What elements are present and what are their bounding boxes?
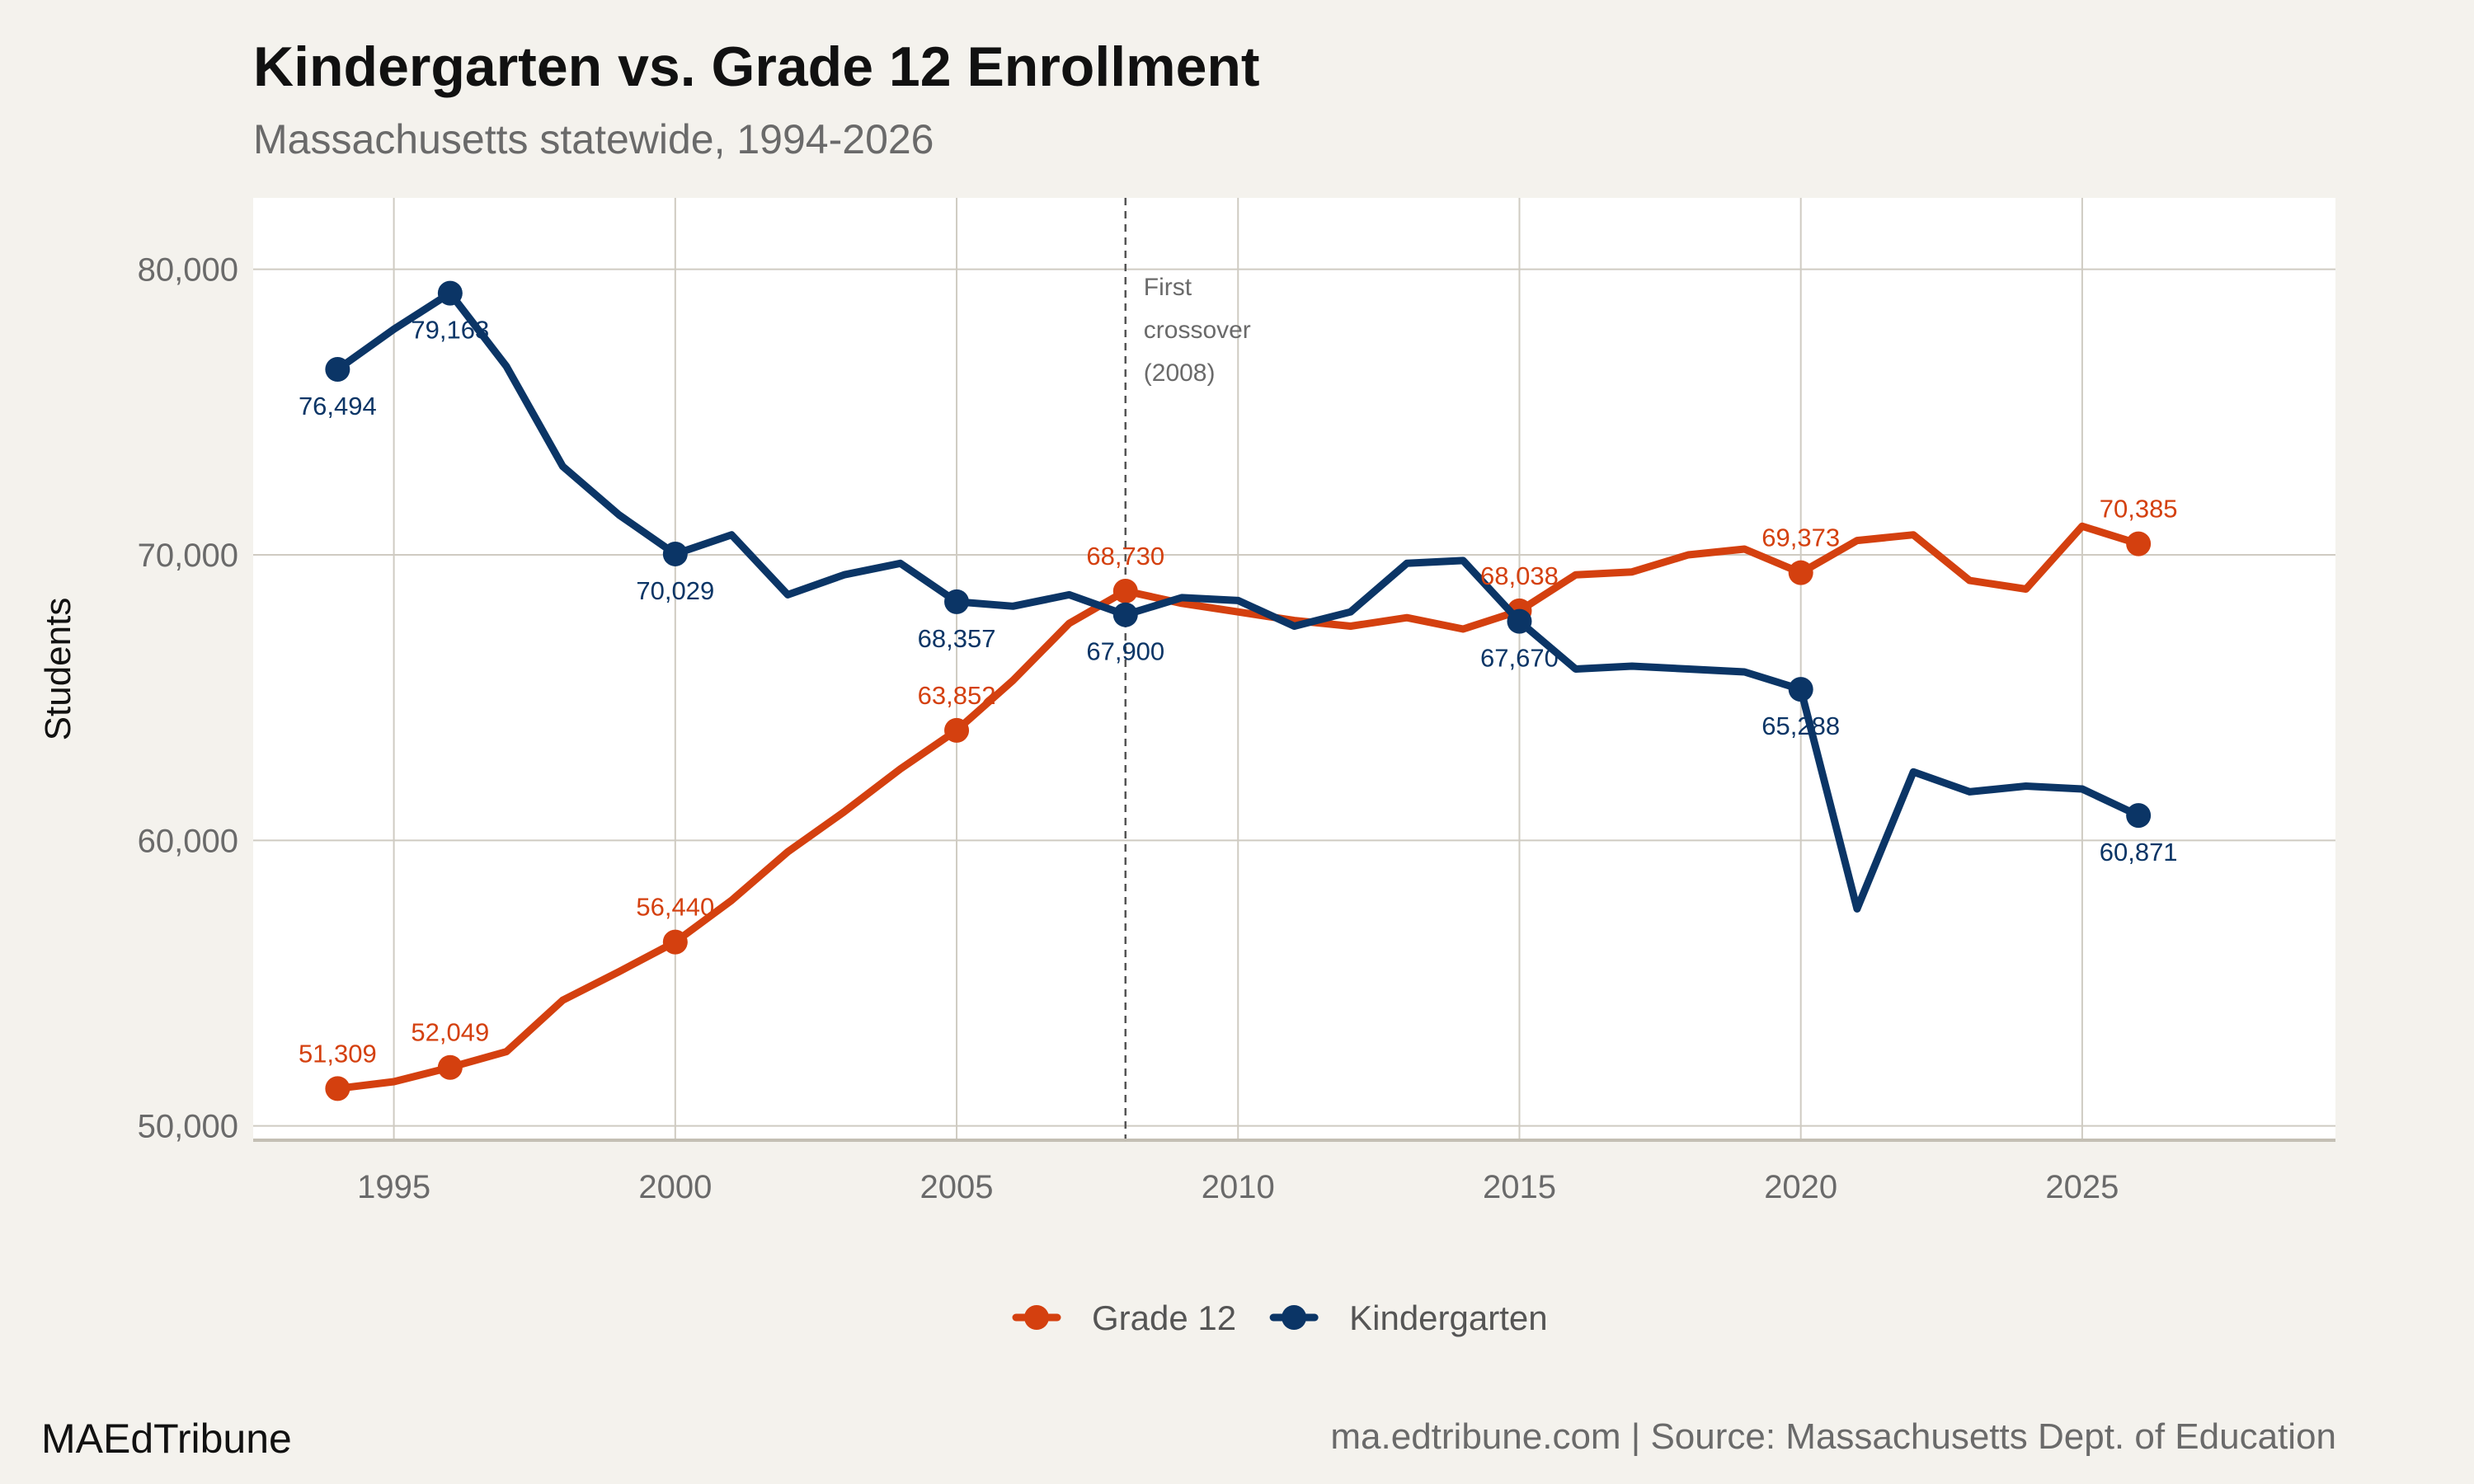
grade-12-data-label: 52,049 bbox=[411, 1018, 489, 1047]
kindergarten-point bbox=[1112, 602, 1138, 627]
chart-title: Kindergarten vs. Grade 12 Enrollment bbox=[253, 35, 1260, 98]
axes: 1995 2000 2005 2010 2015 2020 2025 50,000 60,000… bbox=[38, 252, 2335, 1205]
kindergarten-line bbox=[333, 289, 2142, 913]
grade-12-point bbox=[2126, 531, 2152, 556]
y-tick-label: 60,000 bbox=[138, 823, 238, 859]
grade-12-point bbox=[437, 1054, 463, 1080]
x-tick-label: 2005 bbox=[920, 1169, 994, 1205]
kindergarten-data-label: 65,288 bbox=[1761, 711, 1840, 740]
y-axis-title: Students bbox=[38, 598, 78, 741]
chart-subtitle: Massachusetts statewide, 1994-2026 bbox=[253, 116, 934, 162]
data-labels: 51,309 52,049 56,440 63,852 68,730 68,038 69,3… bbox=[299, 316, 2178, 1068]
grade-12-data-label: 63,852 bbox=[918, 681, 996, 710]
series-lines bbox=[325, 280, 2152, 1101]
x-tick-label: 2025 bbox=[2045, 1169, 2119, 1205]
grade-12-point bbox=[1788, 560, 1813, 585]
grade-12-data-label: 68,730 bbox=[1086, 542, 1164, 571]
kindergarten-data-label: 67,900 bbox=[1086, 637, 1164, 666]
kindergarten-point bbox=[1788, 677, 1813, 702]
x-tick-label: 2000 bbox=[638, 1169, 712, 1205]
x-tick-label: 2020 bbox=[1764, 1169, 1837, 1205]
kindergarten-data-label: 68,357 bbox=[918, 624, 996, 653]
grade-12-legend-label: Grade 12 bbox=[1092, 1298, 1236, 1337]
legend: Grade 12 Kindergarten bbox=[1012, 1298, 1548, 1337]
crossover-note: First bbox=[1144, 274, 1192, 301]
kindergarten-data-label: 79,163 bbox=[411, 316, 489, 345]
kindergarten-point bbox=[325, 357, 350, 383]
source-caption: ma.edtribune.com | Source: Massachusetts… bbox=[1330, 1416, 2336, 1457]
brand-logo-text: MAEdTribune bbox=[41, 1416, 292, 1462]
kindergarten-point bbox=[2126, 803, 2152, 829]
x-tick-label: 2015 bbox=[1483, 1169, 1556, 1205]
x-tick-label: 1995 bbox=[357, 1169, 430, 1205]
grade-12-legend-marker bbox=[1024, 1305, 1049, 1330]
kindergarten-data-label: 60,871 bbox=[2100, 838, 2178, 866]
crossover-annotation: First crossover (2008) bbox=[1124, 198, 1251, 1140]
grade-12-point bbox=[325, 1076, 350, 1101]
kindergarten-legend-label: Kindergarten bbox=[1349, 1298, 1548, 1337]
crossover-note: (2008) bbox=[1144, 359, 1216, 387]
kindergarten-data-label: 70,029 bbox=[636, 576, 714, 605]
grade-12-data-label: 51,309 bbox=[299, 1039, 377, 1068]
grade-12-point bbox=[1112, 578, 1138, 603]
grade-12-line bbox=[333, 522, 2142, 1092]
crossover-note: crossover bbox=[1144, 317, 1251, 344]
y-tick-label: 70,000 bbox=[138, 538, 238, 574]
y-tick-label: 50,000 bbox=[138, 1109, 238, 1145]
grade-12-data-label: 56,440 bbox=[636, 893, 714, 922]
kindergarten-point bbox=[1507, 608, 1532, 634]
grade-12-data-label: 69,373 bbox=[1761, 524, 1840, 552]
grid-lines bbox=[253, 198, 2335, 1140]
grade-12-data-label: 68,038 bbox=[1480, 561, 1559, 590]
kindergarten-data-label: 76,494 bbox=[299, 392, 377, 420]
grade-12-point bbox=[944, 717, 970, 743]
y-tick-label: 80,000 bbox=[138, 252, 238, 289]
grade-12-point bbox=[662, 929, 688, 955]
grade-12-data-label: 70,385 bbox=[2100, 495, 2178, 524]
x-tick-label: 2010 bbox=[1202, 1169, 1275, 1205]
kindergarten-legend-marker bbox=[1282, 1305, 1307, 1330]
kindergarten-point bbox=[437, 280, 463, 306]
kindergarten-point bbox=[662, 541, 688, 566]
kindergarten-data-label: 67,670 bbox=[1480, 644, 1559, 673]
kindergarten-point bbox=[944, 589, 970, 614]
